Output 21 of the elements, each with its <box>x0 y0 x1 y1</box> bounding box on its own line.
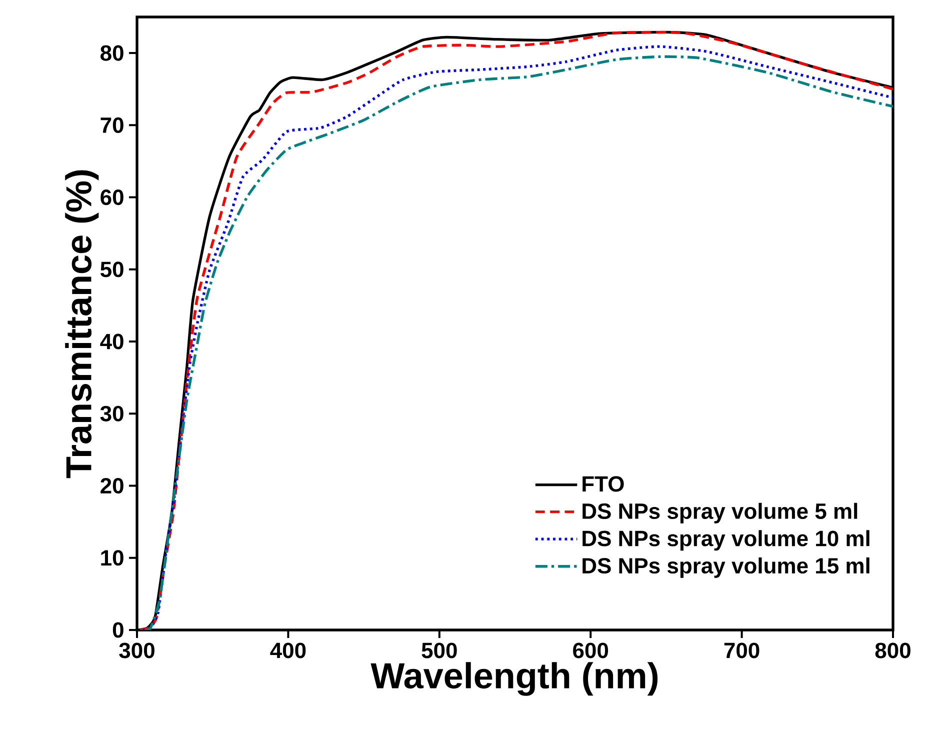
legend-label: DS NPs spray volume 10 ml <box>582 530 870 551</box>
legend-label: FTO <box>582 476 624 492</box>
y-tick-label: 30 <box>100 406 124 422</box>
legend-label: DS NPs spray volume 15 ml <box>582 557 870 578</box>
x-tick-label: 600 <box>573 642 608 658</box>
x-tick-label: 800 <box>875 642 910 658</box>
x-axis-title: Wavelength (nm) <box>370 662 658 696</box>
y-tick-label: 50 <box>100 262 124 278</box>
x-tick-label: 400 <box>270 642 306 658</box>
y-tick-label: 40 <box>100 334 124 350</box>
x-tick-label: 300 <box>119 642 154 658</box>
y-tick-label: 60 <box>100 189 124 206</box>
x-tick-label: 500 <box>422 642 457 658</box>
y-tick-label: 0 <box>112 622 124 638</box>
x-tick-label: 700 <box>724 642 760 658</box>
y-tick-label: 80 <box>100 45 124 61</box>
y-tick-label: 70 <box>100 117 124 133</box>
y-tick-label: 10 <box>101 550 124 566</box>
y-tick-label: 20 <box>100 478 124 494</box>
legend-label: DS NPs spray volume 5 ml <box>582 502 858 524</box>
y-axis-title: Transmittance (%) <box>65 170 99 478</box>
